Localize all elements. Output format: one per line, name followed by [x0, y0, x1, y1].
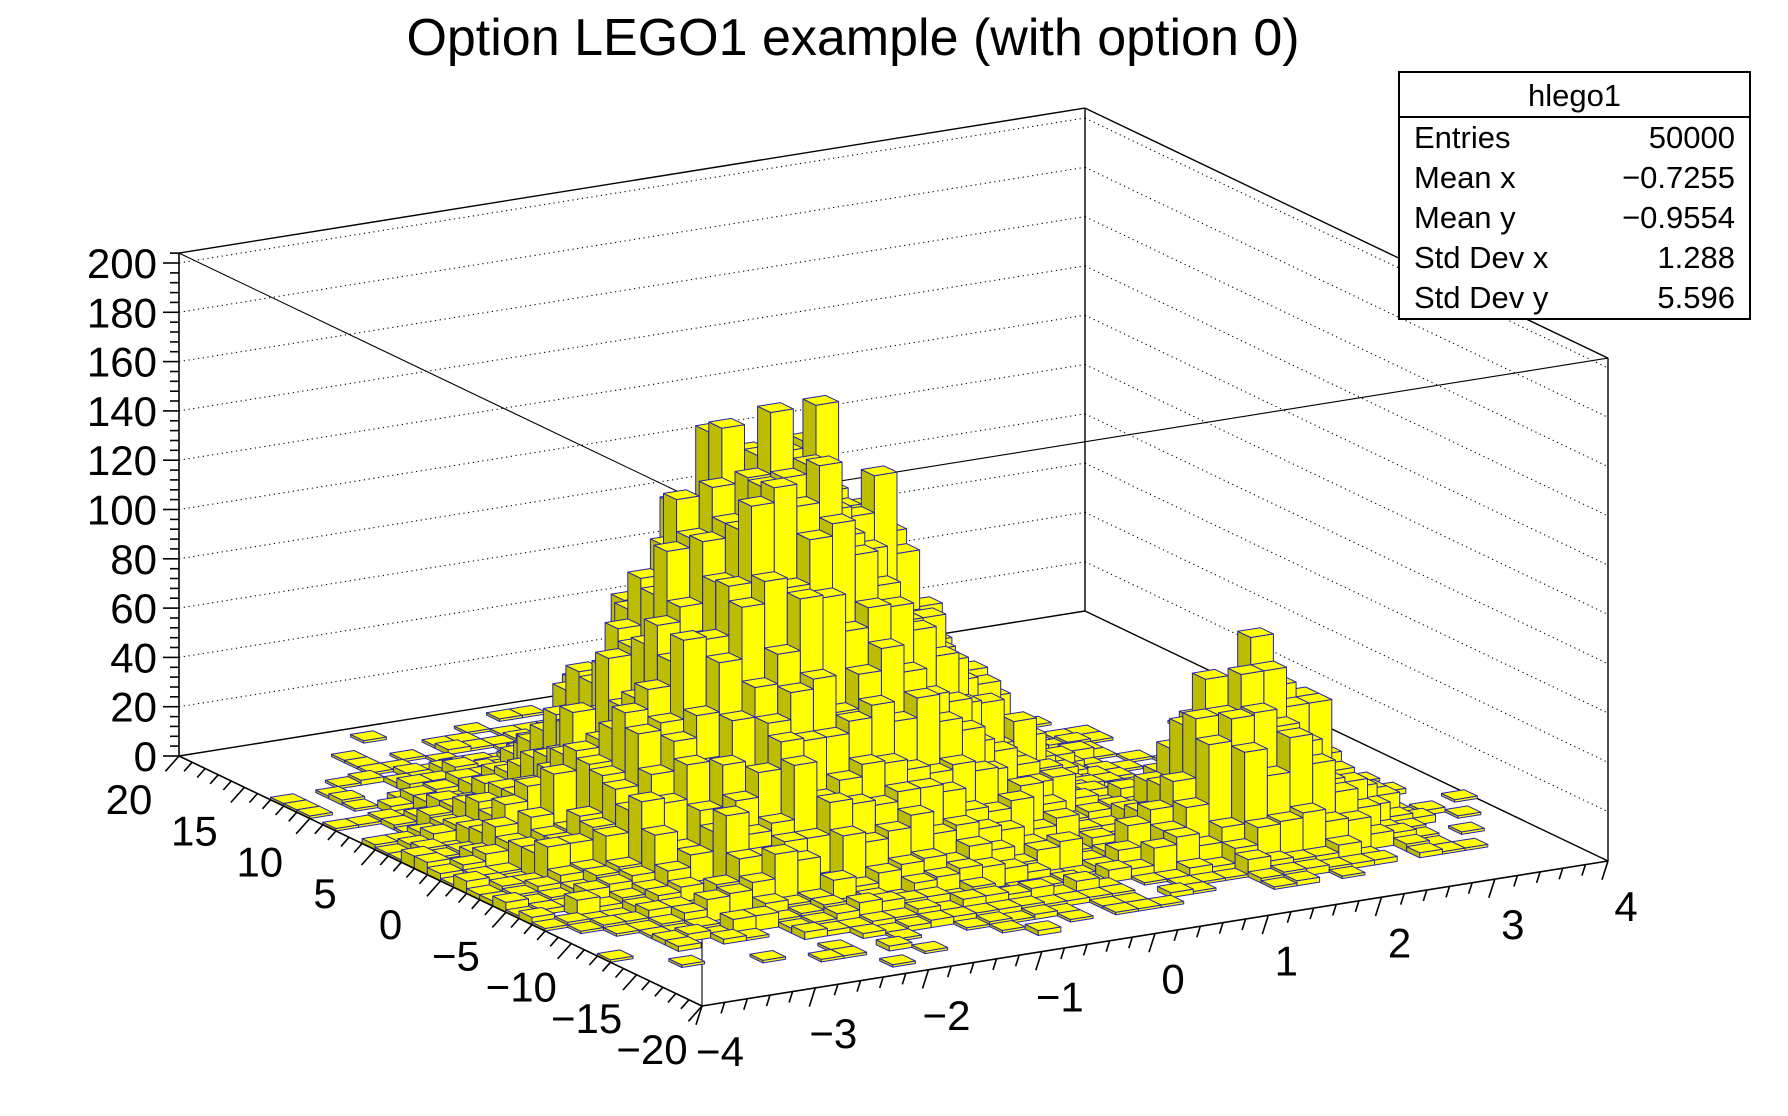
z-tick-label: 0: [134, 733, 157, 780]
stats-value: −0.9554: [1622, 200, 1735, 235]
stats-label: Mean y: [1414, 200, 1516, 235]
x-tick-label: −4: [696, 1028, 744, 1075]
lego-bar: [1260, 876, 1298, 890]
x-tick-label: 2: [1388, 919, 1411, 966]
lego-bar: [1441, 789, 1478, 803]
stats-row: Entries 50000: [1400, 118, 1749, 158]
stats-box-title: hlego1: [1400, 73, 1749, 118]
bars-layer: [270, 394, 1489, 968]
stats-value: −0.7255: [1622, 160, 1735, 195]
x-tick-label: −3: [809, 1010, 857, 1057]
z-gridlines: [178, 117, 1609, 813]
x-tick-label: 3: [1501, 901, 1524, 948]
stats-rows: Entries 50000 Mean x −0.7255 Mean y −0.9554 St…: [1400, 118, 1749, 318]
z-tick-label: 140: [87, 388, 157, 435]
y-tick-label: 20: [106, 776, 153, 823]
stats-label: Std Dev y: [1414, 280, 1549, 315]
z-tick-label: 160: [87, 339, 157, 386]
stats-box: hlego1 Entries 50000 Mean x −0.7255 Mean y −0…: [1398, 71, 1751, 320]
lego-bar: [807, 949, 845, 963]
lego-bar: [879, 954, 916, 968]
x-tick-label: 4: [1614, 883, 1637, 930]
lego-bar: [875, 935, 913, 952]
x-tick-label: −1: [1036, 974, 1084, 1021]
x-tick-label: 1: [1275, 937, 1298, 984]
stats-label: Mean x: [1414, 160, 1516, 195]
y-tick-label: 15: [171, 807, 218, 854]
stats-value: 1.288: [1657, 240, 1735, 275]
stats-value: 50000: [1648, 120, 1735, 155]
z-tick-label: 60: [110, 585, 157, 632]
lego-bar: [1140, 837, 1178, 876]
y-tick-label: 5: [313, 870, 336, 917]
stats-row: Mean y −0.9554: [1400, 198, 1749, 238]
y-tick-label: 0: [379, 901, 402, 948]
lego-bar: [1444, 805, 1482, 819]
chart-title: Option LEGO1 example (with option 0): [406, 9, 1300, 67]
lego-bar: [434, 739, 472, 756]
z-tick-label: 20: [110, 684, 157, 731]
lego-bar: [603, 923, 640, 937]
z-tick-label: 100: [87, 487, 157, 534]
lego-bar: [1024, 920, 1062, 936]
stats-row: Std Dev y 5.596: [1400, 278, 1749, 318]
lego-bar: [596, 949, 634, 963]
lego-bar: [849, 923, 887, 939]
y-tick-label: −20: [616, 1026, 687, 1073]
z-tick-label: 120: [87, 437, 157, 484]
stats-value: 5.596: [1657, 280, 1735, 315]
lego-bar: [350, 730, 387, 744]
y-tick-label: −15: [551, 995, 622, 1042]
lego-bar: [389, 749, 427, 763]
lego-bar: [1056, 909, 1094, 923]
lego-bar: [664, 936, 702, 952]
stats-row: Std Dev x 1.288: [1400, 238, 1749, 278]
z-tick-label: 180: [87, 289, 157, 336]
lego-bar: [911, 940, 949, 955]
lego-bar: [1328, 865, 1366, 879]
z-tick-label: 80: [110, 536, 157, 583]
lego-bar: [1406, 842, 1443, 859]
lego-bar: [486, 708, 523, 722]
y-tick-label: −5: [432, 932, 480, 979]
lego-bar: [347, 769, 385, 786]
x-tick-label: −2: [923, 992, 971, 1039]
stats-label: Entries: [1414, 120, 1511, 155]
y-tick-label: 10: [236, 839, 283, 886]
lego-bar: [668, 954, 706, 968]
lego-bar: [341, 798, 379, 812]
lego-bar: [749, 950, 787, 964]
lego-bar: [791, 921, 828, 940]
lego-bar: [1448, 821, 1485, 835]
lego-bar: [1102, 901, 1139, 916]
y-tick-label: −10: [486, 964, 557, 1011]
lego-bar: [1157, 882, 1194, 899]
lego-bar: [1116, 749, 1153, 763]
lego-bar: [1130, 872, 1168, 886]
lego-bar: [710, 928, 747, 945]
z-tick-label: 40: [110, 634, 157, 681]
stats-row: Mean x −0.7255: [1400, 158, 1749, 198]
x-tick-label: 0: [1161, 956, 1184, 1003]
lego-bar: [453, 722, 491, 736]
lego-bar: [322, 818, 360, 832]
axes: [163, 252, 1609, 1025]
z-tick-label: 200: [87, 240, 157, 287]
axis-labels: 020406080100120140160180200−20−15−10−505…: [87, 240, 1638, 1075]
lego-bar: [567, 920, 604, 935]
stats-label: Std Dev x: [1414, 240, 1549, 275]
